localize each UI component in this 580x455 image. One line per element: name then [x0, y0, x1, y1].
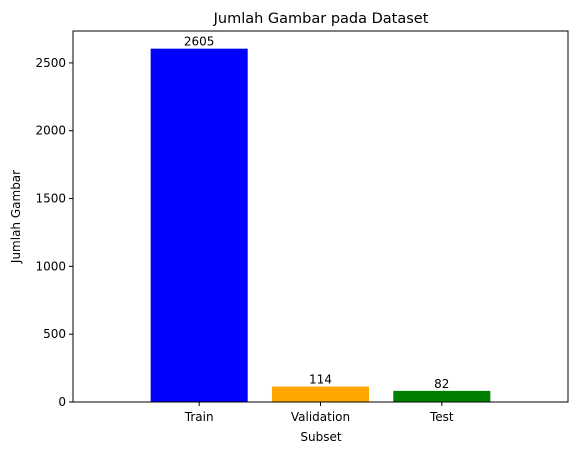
data-label-validation: 114: [309, 373, 332, 387]
data-label-train: 2605: [184, 35, 215, 49]
y-tick-label: 1500: [35, 192, 66, 206]
data-label-test: 82: [434, 377, 449, 391]
x-axis-label: Subset: [300, 430, 341, 444]
chart-title: Jumlah Gambar pada Dataset: [213, 11, 429, 27]
bar-train: [150, 48, 248, 403]
plot-frame: [72, 30, 569, 403]
y-axis-label: Jumlah Gambar: [9, 170, 23, 264]
x-tick-label-test: Test: [429, 410, 454, 424]
y-tick-label: 500: [43, 327, 66, 341]
y-tick-label: 2500: [35, 56, 66, 70]
x-tick-label-validation: Validation: [291, 410, 350, 424]
y-tick-label: 2000: [35, 124, 66, 138]
y-tick-label: 1000: [35, 259, 66, 273]
bar-validation: [271, 386, 370, 402]
bar-test: [393, 390, 491, 402]
y-tick-label: 0: [58, 395, 66, 409]
x-tick-label-train: Train: [184, 410, 214, 424]
